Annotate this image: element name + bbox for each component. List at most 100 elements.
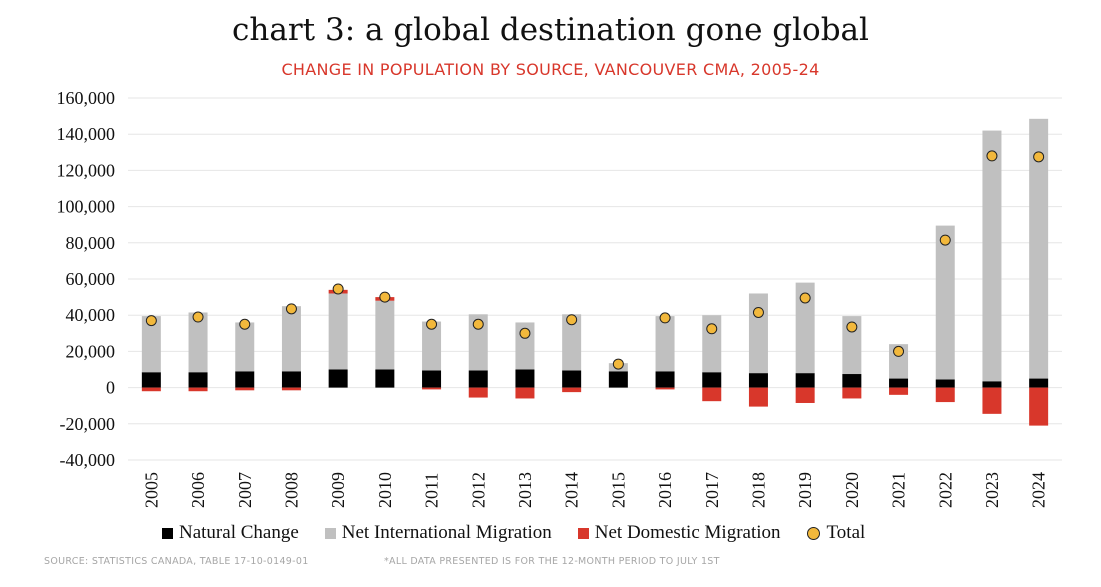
bar-natural-change — [608, 371, 628, 388]
x-tick-label: 2023 — [982, 472, 1002, 508]
legend-swatch-total — [806, 526, 820, 540]
x-tick-label: 2008 — [281, 472, 301, 508]
bar-net-international-migration — [328, 293, 348, 370]
bar-net-domestic-migration — [562, 387, 582, 393]
legend-label-net-international-migration: Net International Migration — [341, 522, 552, 543]
bar-net-domestic-migration — [281, 387, 301, 391]
bar-natural-change — [795, 373, 815, 388]
bar-net-domestic-migration — [188, 387, 208, 392]
bar-net-international-migration — [422, 321, 442, 371]
bar-natural-change — [141, 372, 161, 388]
legend-label-total: Total — [826, 522, 866, 543]
x-tick-label: 2009 — [328, 472, 348, 508]
bar-net-domestic-migration — [515, 387, 535, 399]
bar-net-international-migration — [795, 282, 815, 374]
bar-natural-change — [422, 370, 442, 388]
bar-natural-change — [515, 369, 535, 388]
y-tick-label: 120,000 — [57, 160, 116, 180]
y-tick-label: 140,000 — [57, 124, 116, 144]
bar-net-international-migration — [235, 322, 255, 372]
legend-swatch-net-domestic-migration — [577, 527, 589, 539]
bar-net-domestic-migration — [889, 387, 909, 395]
bar-net-domestic-migration — [935, 387, 955, 403]
total-point — [986, 150, 998, 162]
x-tick-label: 2013 — [515, 472, 535, 508]
legend-label-net-domestic-migration: Net Domestic Migration — [594, 522, 781, 543]
legend-item-total: Total — [806, 522, 866, 544]
x-tick-label: 2011 — [422, 473, 442, 508]
bar-natural-change — [188, 372, 208, 388]
x-tick-label: 2006 — [188, 472, 208, 508]
y-tick-label: 80,000 — [66, 233, 116, 253]
total-point — [239, 318, 251, 330]
y-tick-label: 0 — [106, 378, 115, 398]
bar-net-international-migration — [842, 316, 862, 375]
x-tick-label: 2021 — [889, 472, 909, 508]
total-point — [846, 321, 858, 333]
total-point — [192, 311, 204, 323]
legend-swatch-natural-change — [162, 527, 173, 539]
total-point — [426, 318, 438, 330]
legend-item-net-domestic-migration: Net Domestic Migration — [577, 522, 781, 544]
total-point — [612, 358, 624, 370]
bar-net-international-migration — [188, 312, 208, 373]
bar-natural-change — [235, 371, 255, 388]
bar-net-international-migration — [935, 225, 955, 380]
total-point — [145, 315, 157, 327]
total-point — [332, 283, 344, 295]
x-tick-label: 2015 — [608, 472, 628, 508]
bar-natural-change — [935, 379, 955, 388]
total-point — [706, 323, 718, 335]
total-point — [799, 292, 811, 304]
x-tick-label: 2017 — [702, 472, 722, 508]
y-tick-label: -20,000 — [60, 414, 116, 434]
bar-net-international-migration — [982, 130, 1002, 382]
bar-net-domestic-migration — [422, 387, 442, 390]
total-point — [285, 303, 297, 315]
bar-net-domestic-migration — [141, 387, 161, 392]
y-tick-label: 60,000 — [66, 269, 116, 289]
x-tick-label: 2007 — [235, 472, 255, 508]
x-tick-label: 2014 — [562, 472, 582, 508]
bar-net-domestic-migration — [748, 387, 768, 407]
legend-item-net-international-migration: Net International Migration — [324, 522, 552, 544]
total-point — [472, 318, 484, 330]
legend-swatch-net-international-migration — [324, 527, 336, 539]
x-tick-label: 2012 — [468, 472, 488, 508]
total-point — [566, 314, 578, 326]
chart-title: chart 3: a global destination gone globa… — [232, 12, 869, 48]
total-point — [752, 306, 764, 318]
bar-net-international-migration — [281, 306, 301, 372]
bar-net-international-migration — [562, 314, 582, 371]
bar-net-domestic-migration — [468, 387, 488, 398]
bar-net-domestic-migration — [842, 387, 862, 399]
bar-natural-change — [655, 371, 675, 388]
bar-natural-change — [1029, 378, 1049, 388]
y-tick-label: 100,000 — [57, 197, 116, 217]
total-point — [1033, 151, 1045, 163]
x-tick-label: 2022 — [935, 472, 955, 508]
chart-legend: Natural Change Net International Migrati… — [162, 522, 891, 544]
x-tick-label: 2010 — [375, 472, 395, 508]
legend-item-natural-change: Natural Change — [162, 522, 299, 544]
footer-source: SOURCE: STATISTICS CANADA, TABLE 17-10-0… — [44, 556, 309, 567]
total-point — [893, 345, 905, 357]
bar-net-domestic-migration — [702, 387, 722, 402]
x-tick-label: 2016 — [655, 472, 675, 508]
bar-natural-change — [468, 370, 488, 388]
bar-net-international-migration — [375, 300, 395, 370]
legend-label-natural-change: Natural Change — [179, 522, 299, 543]
bar-net-domestic-migration — [655, 387, 675, 390]
bar-net-international-migration — [748, 293, 768, 374]
y-tick-label: 20,000 — [66, 341, 116, 361]
bar-natural-change — [889, 378, 909, 388]
total-point — [659, 312, 671, 324]
bar-net-domestic-migration — [235, 387, 255, 391]
bar-net-domestic-migration — [1029, 387, 1049, 426]
x-tick-label: 2024 — [1029, 472, 1049, 508]
bar-natural-change — [842, 374, 862, 388]
bar-natural-change — [748, 373, 768, 388]
bar-natural-change — [562, 370, 582, 388]
bar-net-international-migration — [141, 316, 161, 373]
